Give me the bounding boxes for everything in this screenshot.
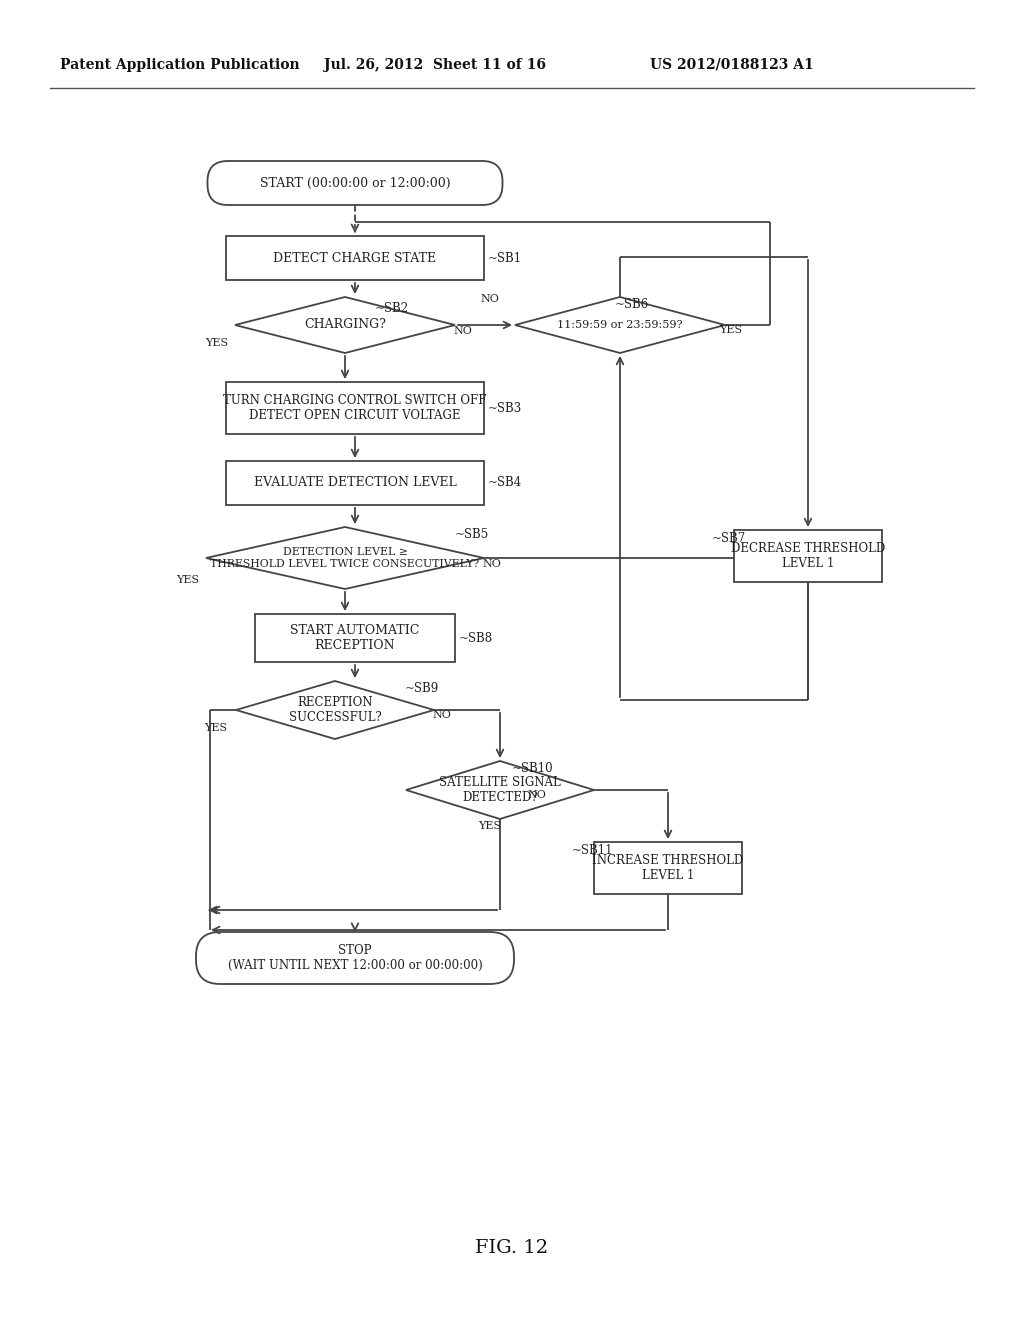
Text: START AUTOMATIC
RECEPTION: START AUTOMATIC RECEPTION xyxy=(291,624,420,652)
Polygon shape xyxy=(406,762,594,818)
FancyBboxPatch shape xyxy=(226,381,484,434)
Polygon shape xyxy=(234,297,455,352)
Text: NO: NO xyxy=(432,710,452,719)
Text: YES: YES xyxy=(206,338,228,348)
Text: Patent Application Publication: Patent Application Publication xyxy=(60,58,300,73)
Text: INCREASE THRESHOLD
LEVEL 1: INCREASE THRESHOLD LEVEL 1 xyxy=(592,854,743,882)
Polygon shape xyxy=(515,297,725,352)
Text: YES: YES xyxy=(720,325,742,335)
FancyBboxPatch shape xyxy=(226,236,484,280)
Text: ~SB11: ~SB11 xyxy=(572,843,613,857)
Text: NO: NO xyxy=(527,789,547,800)
Text: ~SB3: ~SB3 xyxy=(488,401,522,414)
Text: ~SB1: ~SB1 xyxy=(488,252,522,264)
Text: ~SB2: ~SB2 xyxy=(375,301,410,314)
Text: ~SB6: ~SB6 xyxy=(615,298,649,312)
Text: ~SB5: ~SB5 xyxy=(455,528,489,540)
Text: RECEPTION
SUCCESSFUL?: RECEPTION SUCCESSFUL? xyxy=(289,696,381,723)
Text: CHARGING?: CHARGING? xyxy=(304,318,386,331)
Polygon shape xyxy=(206,527,484,589)
Text: NO: NO xyxy=(482,558,502,569)
Text: TURN CHARGING CONTROL SWITCH OFF
DETECT OPEN CIRCUIT VOLTAGE: TURN CHARGING CONTROL SWITCH OFF DETECT … xyxy=(223,393,486,422)
FancyBboxPatch shape xyxy=(196,932,514,983)
Text: STOP
(WAIT UNTIL NEXT 12:00:00 or 00:00:00): STOP (WAIT UNTIL NEXT 12:00:00 or 00:00:… xyxy=(227,944,482,972)
Text: DETECTION LEVEL ≥
THRESHOLD LEVEL TWICE CONSECUTIVELY?: DETECTION LEVEL ≥ THRESHOLD LEVEL TWICE … xyxy=(211,548,479,569)
Text: DETECT CHARGE STATE: DETECT CHARGE STATE xyxy=(273,252,436,264)
FancyBboxPatch shape xyxy=(226,461,484,506)
Text: ~SB4: ~SB4 xyxy=(488,477,522,490)
Text: ~SB8: ~SB8 xyxy=(459,631,494,644)
Text: YES: YES xyxy=(205,723,227,733)
Text: YES: YES xyxy=(176,576,200,585)
Text: NO: NO xyxy=(454,326,472,337)
Text: 11:59:59 or 23:59:59?: 11:59:59 or 23:59:59? xyxy=(557,319,683,330)
FancyBboxPatch shape xyxy=(255,614,455,663)
Text: Jul. 26, 2012  Sheet 11 of 16: Jul. 26, 2012 Sheet 11 of 16 xyxy=(324,58,546,73)
Text: SATELLITE SIGNAL
DETECTED?: SATELLITE SIGNAL DETECTED? xyxy=(439,776,561,804)
Text: ~SB9: ~SB9 xyxy=(406,681,439,694)
FancyBboxPatch shape xyxy=(734,531,882,582)
FancyBboxPatch shape xyxy=(594,842,742,894)
Text: US 2012/0188123 A1: US 2012/0188123 A1 xyxy=(650,58,814,73)
Text: START (00:00:00 or 12:00:00): START (00:00:00 or 12:00:00) xyxy=(260,177,451,190)
Text: EVALUATE DETECTION LEVEL: EVALUATE DETECTION LEVEL xyxy=(254,477,457,490)
FancyBboxPatch shape xyxy=(208,161,503,205)
Text: YES: YES xyxy=(478,821,502,832)
Text: NO: NO xyxy=(480,294,500,304)
Text: ~SB7: ~SB7 xyxy=(712,532,746,544)
Text: ~SB10: ~SB10 xyxy=(512,762,554,775)
Text: FIG. 12: FIG. 12 xyxy=(475,1239,549,1257)
Polygon shape xyxy=(236,681,434,739)
Text: DECREASE THRESHOLD
LEVEL 1: DECREASE THRESHOLD LEVEL 1 xyxy=(731,543,885,570)
